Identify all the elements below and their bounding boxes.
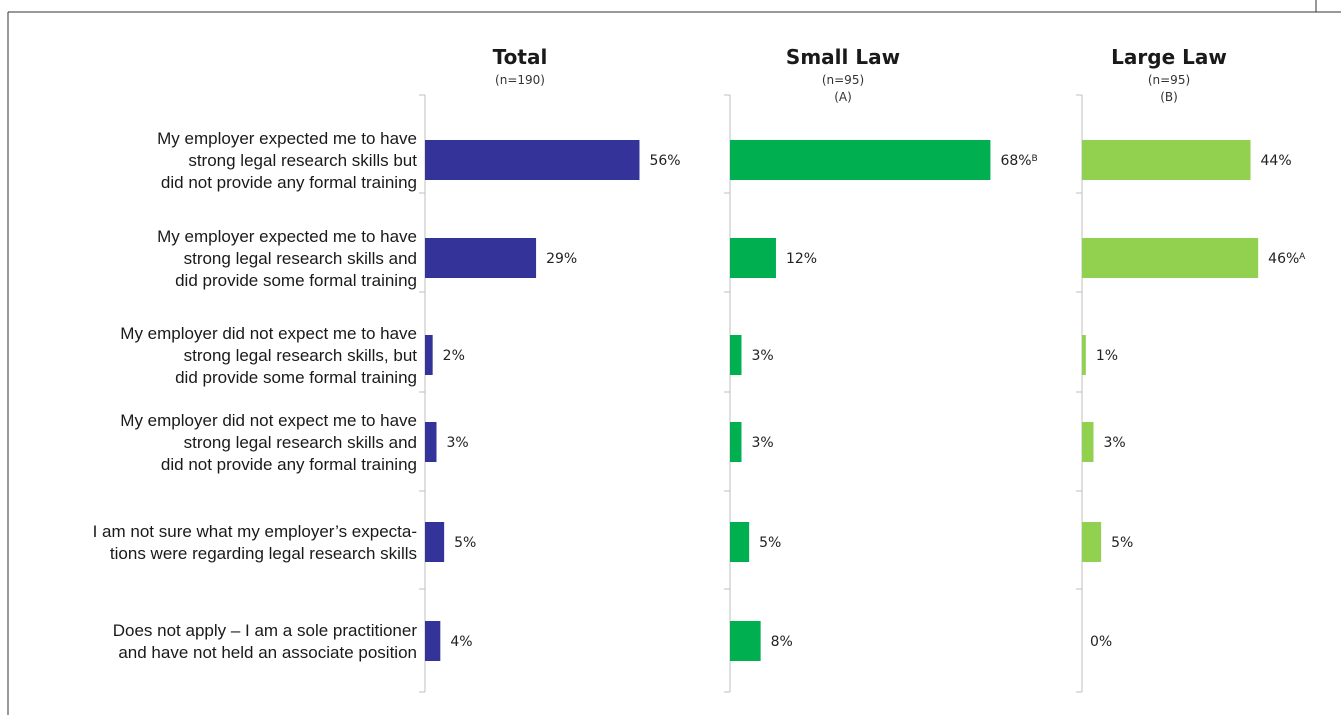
- panel-sample-size: (n=190): [495, 73, 545, 87]
- bar: [425, 621, 441, 661]
- category-label: My employer did not expect me to have: [120, 324, 417, 343]
- category-label: did provide some formal training: [175, 368, 417, 387]
- bar: [730, 522, 750, 562]
- data-label: 5%: [759, 535, 781, 551]
- panel-group-letter: (B): [1160, 90, 1178, 104]
- significance-marker: A: [1299, 252, 1306, 262]
- data-label: 8%: [771, 634, 793, 650]
- data-label: 44%: [1261, 153, 1292, 169]
- panel-group-letter: (A): [834, 90, 852, 104]
- bar: [1082, 140, 1251, 180]
- bar: [1082, 335, 1086, 375]
- category-label: strong legal research skills and: [184, 249, 417, 268]
- bar: [730, 140, 991, 180]
- data-label: 3%: [751, 348, 773, 364]
- category-label: Does not apply – I am a sole practitione…: [113, 621, 418, 640]
- data-label: 3%: [446, 435, 468, 451]
- chart-plot-area: My employer expected me to have strong le…: [93, 45, 1306, 693]
- bar: [1082, 522, 1102, 562]
- bar: [425, 335, 433, 375]
- significance-marker: B: [1031, 154, 1037, 164]
- data-label: 1%: [1096, 348, 1118, 364]
- data-label: 4%: [450, 634, 472, 650]
- category-label: My employer did not expect me to have: [120, 411, 417, 430]
- data-label: 2%: [443, 348, 465, 364]
- bar: [730, 238, 776, 278]
- panel-sample-size: (n=95): [822, 73, 864, 87]
- data-label: 3%: [1103, 435, 1125, 451]
- data-label: 56%: [649, 153, 680, 169]
- bar: [425, 140, 640, 180]
- bar: [730, 422, 742, 462]
- data-label: 5%: [454, 535, 476, 551]
- data-label: 0%: [1090, 634, 1112, 650]
- category-label: did not provide any formal training: [161, 455, 417, 474]
- category-label: tions were regarding legal research skil…: [110, 544, 417, 563]
- data-label: 68%: [1000, 153, 1031, 169]
- category-label: did not provide any formal training: [161, 173, 417, 192]
- category-label: did provide some formal training: [175, 271, 417, 290]
- bar: [425, 238, 537, 278]
- category-label: strong legal research skills, but: [184, 346, 418, 365]
- category-label: My employer expected me to have: [157, 227, 417, 246]
- panel-title: Small Law: [786, 45, 900, 69]
- category-label: I am not sure what my employer’s expecta…: [93, 522, 417, 541]
- panel-title: Large Law: [1111, 45, 1227, 69]
- data-label: 3%: [751, 435, 773, 451]
- bar: [730, 335, 742, 375]
- bar: [1082, 238, 1259, 278]
- bar: [425, 422, 437, 462]
- category-label: strong legal research skills but: [188, 151, 417, 170]
- panel-sample-size: (n=95): [1148, 73, 1190, 87]
- category-label: and have not held an associate position: [118, 643, 417, 662]
- category-label: strong legal research skills and: [184, 433, 417, 452]
- data-label: 46%: [1268, 251, 1299, 267]
- bar: [730, 621, 761, 661]
- data-label: 5%: [1111, 535, 1133, 551]
- category-label: My employer expected me to have: [157, 129, 417, 148]
- data-label: 29%: [546, 251, 577, 267]
- data-label: 12%: [786, 251, 817, 267]
- bar: [425, 522, 445, 562]
- panel-title: Total: [493, 45, 548, 69]
- bar: [1082, 422, 1094, 462]
